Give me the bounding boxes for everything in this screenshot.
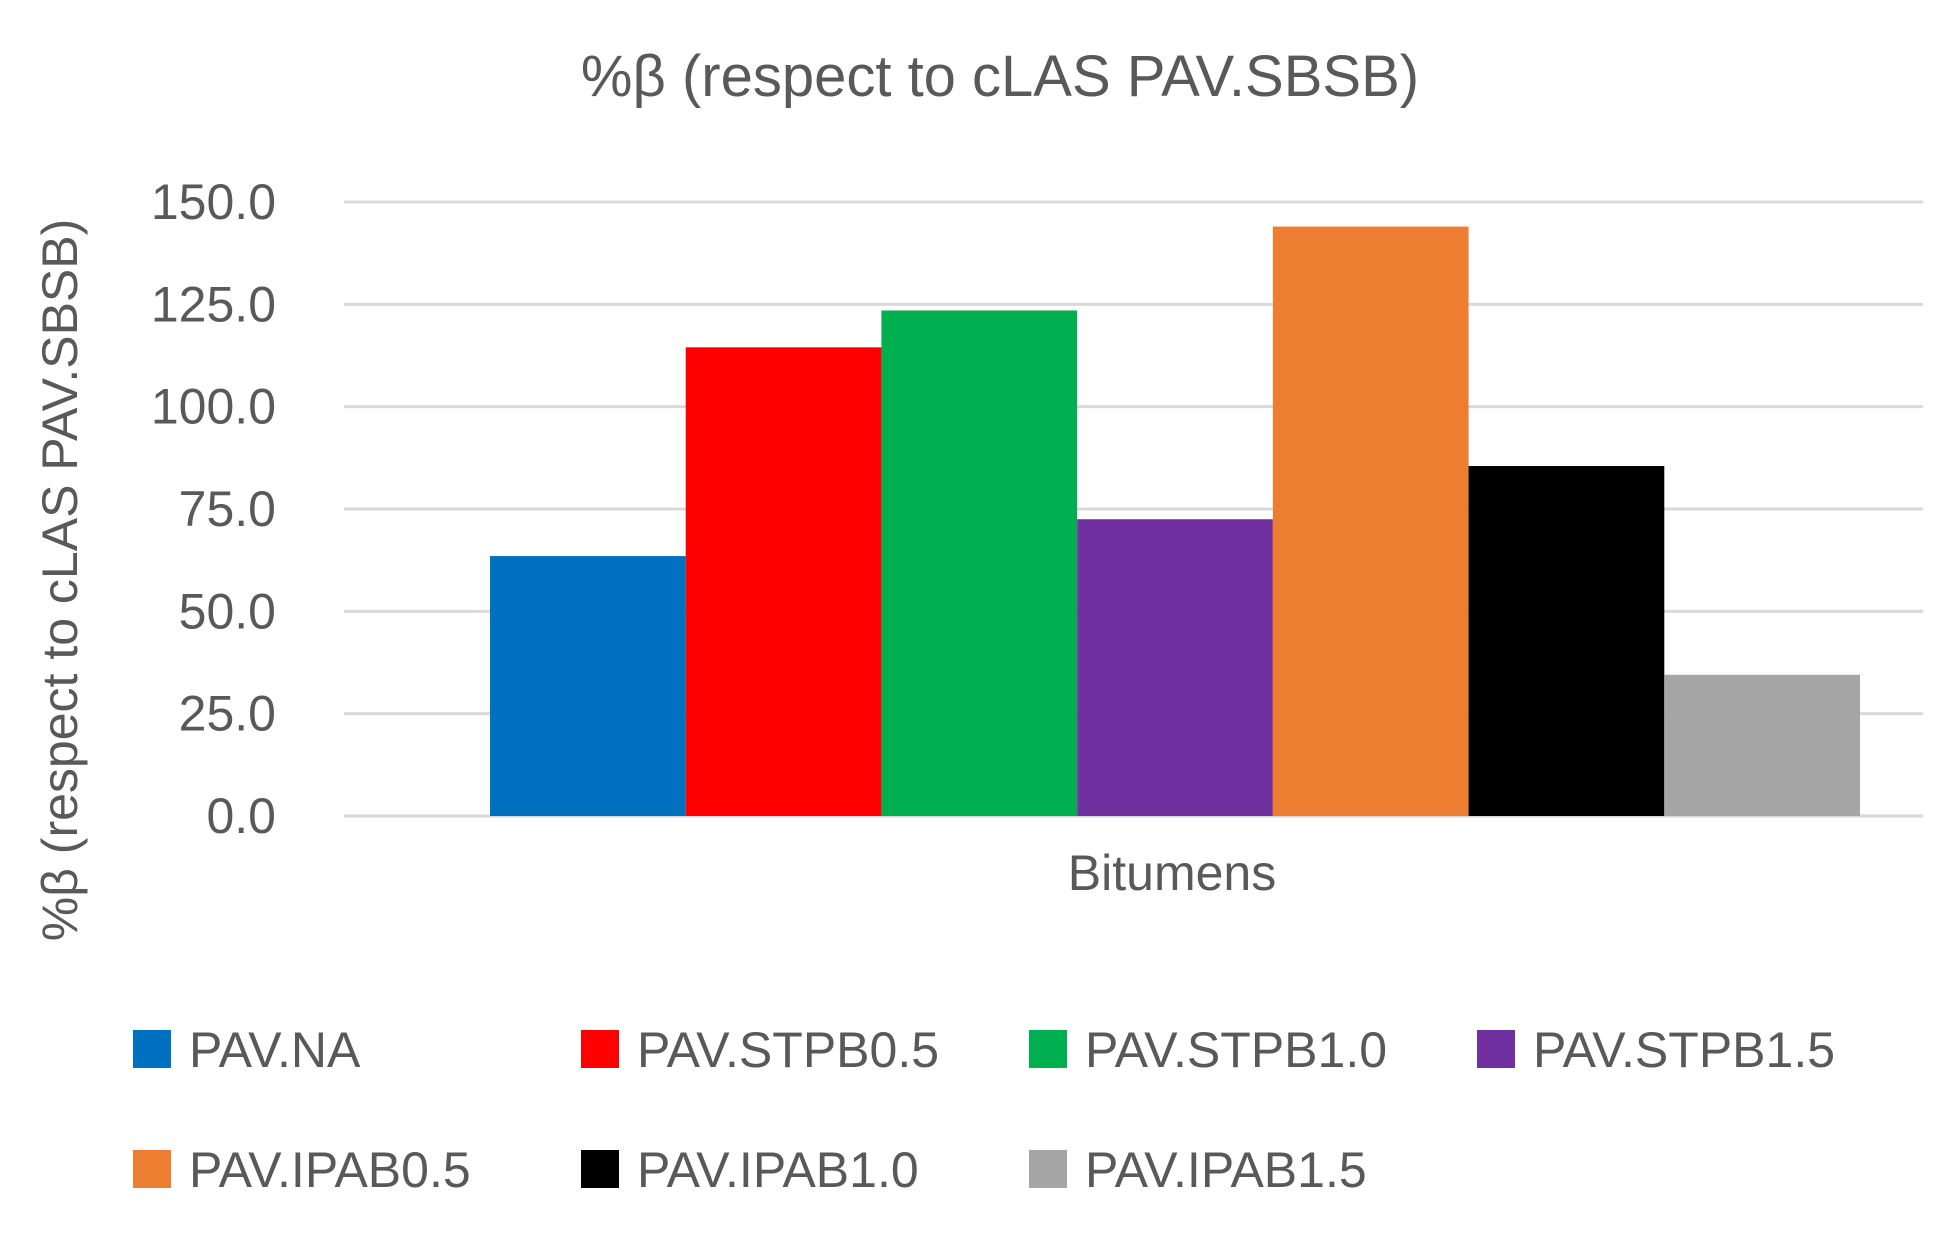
legend-label: PAV.NA: [189, 1022, 361, 1078]
legend-swatch: [1029, 1030, 1067, 1068]
legend-label: PAV.IPAB0.5: [189, 1142, 471, 1198]
legend-swatch: [133, 1150, 171, 1188]
x-axis-label: Bitumens: [1068, 845, 1276, 901]
bar-pav-stpb0-5: [685, 347, 882, 816]
y-tick-label: 125.0: [151, 276, 276, 332]
legend-swatch: [581, 1150, 619, 1188]
y-axis-tick-labels: 0.0 25.0 50.0 75.0 100.0 125.0 150.0: [151, 174, 276, 844]
bar-pav-ipab0-5: [1272, 226, 1469, 816]
y-tick-label: 25.0: [179, 686, 276, 742]
legend-item: PAV.STPB1.0: [1029, 1022, 1387, 1078]
y-tick-label: 100.0: [151, 379, 276, 435]
y-axis-label: %β (respect to cLAS PAV.SBSB): [32, 219, 88, 942]
bar-pav-na: [490, 556, 686, 816]
y-tick-label: 75.0: [179, 481, 276, 537]
legend: PAV.NA PAV.STPB0.5 PAV.STPB1.0 PAV.STPB1.5 P…: [133, 1022, 1835, 1198]
y-tick-label: 150.0: [151, 174, 276, 230]
legend-item: PAV.STPB1.5: [1477, 1022, 1835, 1078]
legend-label: PAV.STPB1.5: [1533, 1022, 1835, 1078]
legend-item: PAV.IPAB1.0: [581, 1142, 919, 1198]
y-tick-label: 50.0: [179, 583, 276, 639]
legend-label: PAV.STPB0.5: [637, 1022, 939, 1078]
legend-label: PAV.IPAB1.0: [637, 1142, 919, 1198]
legend-item: PAV.STPB0.5: [581, 1022, 939, 1078]
legend-label: PAV.IPAB1.5: [1085, 1142, 1367, 1198]
legend-item: PAV.NA: [133, 1022, 361, 1078]
legend-swatch: [133, 1030, 171, 1068]
legend-swatch: [1477, 1030, 1515, 1068]
legend-item: PAV.IPAB0.5: [133, 1142, 471, 1198]
bar-pav-ipab1-0: [1468, 466, 1665, 816]
legend-label: PAV.STPB1.0: [1085, 1022, 1387, 1078]
y-tick-label: 0.0: [206, 788, 276, 844]
bar-pav-stpb1-5: [1077, 519, 1273, 816]
legend-item: PAV.IPAB1.5: [1029, 1142, 1367, 1198]
legend-swatch: [581, 1030, 619, 1068]
chart-title: %β (respect to cLAS PAV.SBSB): [581, 44, 1419, 109]
bar-pav-ipab1-5: [1664, 674, 1860, 816]
legend-swatch: [1029, 1150, 1067, 1188]
bars: [490, 226, 1860, 816]
bar-pav-stpb1-0: [881, 310, 1078, 816]
